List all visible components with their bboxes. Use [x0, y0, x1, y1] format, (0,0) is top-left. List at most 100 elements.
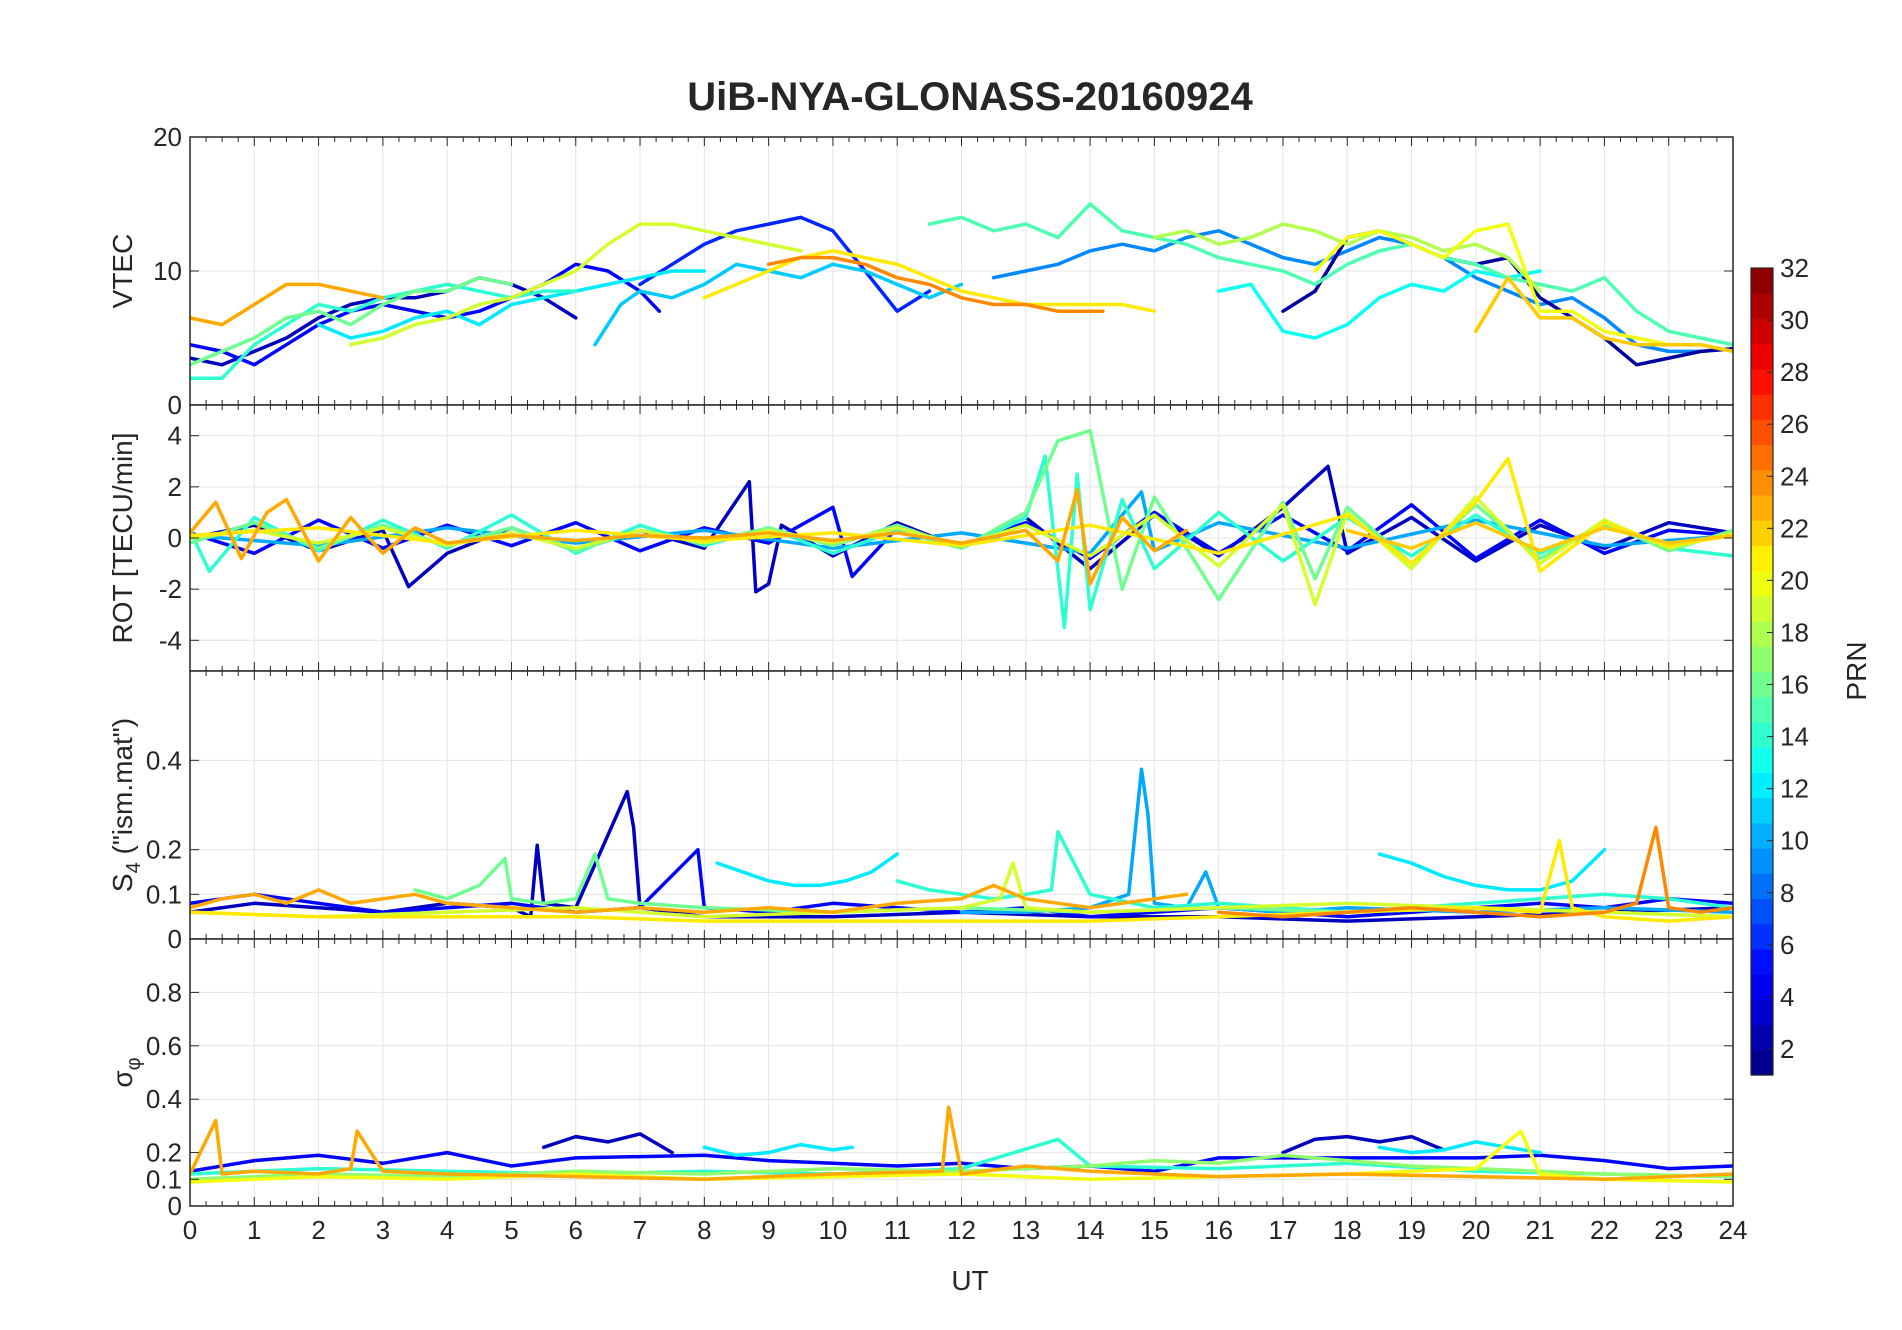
y-axis-label-sub: 4: [123, 862, 145, 873]
y-tick-label: 0.2: [146, 1138, 182, 1168]
y-tick-label: 10: [153, 256, 182, 286]
colorbar-swatch: [1751, 848, 1773, 874]
y-tick-label: 0.6: [146, 1031, 182, 1061]
colorbar-swatch: [1751, 696, 1773, 723]
series-group: [190, 202, 1733, 380]
series-group: [190, 428, 1733, 630]
colorbar-tick-label: 20: [1780, 565, 1809, 595]
y-tick-label: -2: [159, 574, 182, 604]
colorbar-tick-label: 30: [1780, 305, 1809, 335]
colorbar-swatch: [1751, 772, 1773, 799]
x-tick-label: 11: [884, 1215, 911, 1245]
y-axis-label: ROT [TECU/min]: [107, 432, 138, 643]
series-group: [190, 767, 1733, 923]
y-axis-label: σφ: [107, 1057, 145, 1087]
colorbar-swatch: [1751, 494, 1773, 521]
colorbar-swatch: [1751, 570, 1773, 597]
colorbar-tick-label: 8: [1780, 878, 1794, 908]
colorbar-swatch: [1751, 797, 1773, 824]
colorbar-swatch: [1751, 293, 1773, 320]
x-tick-label: 4: [440, 1215, 454, 1245]
x-tick-label: 5: [504, 1215, 518, 1245]
series-line-prn-23: [190, 282, 385, 327]
series-line-prn-19: [348, 222, 803, 347]
series-line-prn-6: [638, 215, 932, 313]
y-tick-label: 0: [168, 1191, 182, 1221]
series-line-prn-9: [991, 229, 1733, 354]
x-tick-label: 6: [569, 1215, 583, 1245]
series-line-prn-23: [190, 1105, 1733, 1182]
colorbar-swatch: [1751, 394, 1773, 420]
colorbar-swatch: [1751, 419, 1773, 446]
series-line-prn-12: [316, 269, 707, 340]
colorbar-swatch: [1751, 520, 1773, 547]
y-tick-label: 20: [153, 122, 182, 152]
colorbar-swatch: [1751, 974, 1773, 1000]
series-line-prn-22: [1345, 520, 1733, 553]
series-line-prn-3: [190, 464, 1733, 594]
series-line-prn-3: [1281, 1134, 1446, 1155]
panel-2: -4 -2 0 2 4 ROT [TECU/min]: [107, 404, 1734, 672]
series-group: [190, 1105, 1733, 1184]
x-tick-labels: 0 1 2 3 4 5 6 7 8 9 10 11 12 13 14 15 16 17 18 19 20 21 22 23 24: [183, 1215, 1748, 1245]
colorbar-tick-label: 24: [1780, 461, 1809, 491]
y-axis-label: VTEC: [107, 234, 138, 309]
x-tick-label: 15: [1140, 1215, 1169, 1245]
colorbar-swatch: [1751, 822, 1773, 849]
series-line-prn-22: [1474, 275, 1733, 354]
x-tick-label: 22: [1590, 1215, 1619, 1245]
y-tick-label: 0.4: [146, 1084, 182, 1114]
series-line-prn-20: [190, 1129, 1733, 1184]
colorbar-swatch: [1751, 671, 1773, 698]
series-line-prn-14: [895, 830, 1733, 914]
series-line-prn-16: [190, 275, 514, 367]
x-tick-label: 17: [1268, 1215, 1297, 1245]
x-tick-label: 1: [247, 1215, 261, 1245]
y-tick-label: -4: [159, 625, 182, 655]
colorbar-swatch: [1751, 948, 1773, 975]
colorbar-tick-label: 18: [1780, 617, 1809, 647]
x-axis-label: UT: [951, 1265, 988, 1296]
x-tick-label: 10: [818, 1215, 847, 1245]
x-tick-label: 19: [1397, 1215, 1426, 1245]
colorbar-swatch: [1751, 595, 1773, 622]
y-axis-label-sub: φ: [123, 1057, 145, 1070]
series-line-prn-19: [190, 861, 1733, 919]
y-tick-label: 0.1: [146, 1164, 182, 1194]
colorbar-tick-label: 32: [1780, 253, 1809, 283]
x-tick-label: 8: [697, 1215, 711, 1245]
y-tick-label: 0: [168, 523, 182, 553]
y-tick-label: 0.8: [146, 977, 182, 1007]
x-tick-label: 7: [633, 1215, 647, 1245]
series-line-prn-23: [190, 487, 1189, 586]
colorbar-swatch: [1751, 318, 1773, 345]
series-line-prn-12: [715, 852, 899, 888]
colorbar-swatch: [1751, 747, 1773, 773]
x-tick-label: 0: [183, 1215, 197, 1245]
colorbar-swatch: [1751, 268, 1773, 294]
colorbar-swatch: [1751, 721, 1773, 748]
x-tick-label: 20: [1461, 1215, 1490, 1245]
y-tick-label: 2: [168, 472, 182, 502]
colorbar-tick-label: 26: [1780, 409, 1809, 439]
y-tick-label: 0.1: [146, 879, 182, 909]
series-line-prn-12: [702, 1142, 854, 1158]
series-line-prn-21: [702, 249, 1157, 313]
x-tick-label: 3: [376, 1215, 390, 1245]
series-line-prn-3: [541, 1132, 674, 1155]
panel-3: 00.10.20.4S4 ("ism.mat"): [107, 670, 1734, 954]
x-tick-label: 21: [1526, 1215, 1555, 1245]
colorbar-swatch: [1751, 1049, 1773, 1076]
colorbar-swatch: [1751, 444, 1773, 471]
x-tick-label: 16: [1204, 1215, 1233, 1245]
chart-title: UiB-NYA-GLONASS-20160924: [687, 75, 1253, 119]
colorbar-swatch: [1751, 368, 1773, 395]
y-tick-label: 4: [168, 421, 182, 451]
colorbar-tick-label: 6: [1780, 930, 1794, 960]
y-tick-label: 0: [168, 390, 182, 420]
colorbar-swatch: [1751, 873, 1773, 900]
colorbar-frame: [1750, 267, 1774, 1076]
y-tick-label: 0.2: [146, 835, 182, 865]
